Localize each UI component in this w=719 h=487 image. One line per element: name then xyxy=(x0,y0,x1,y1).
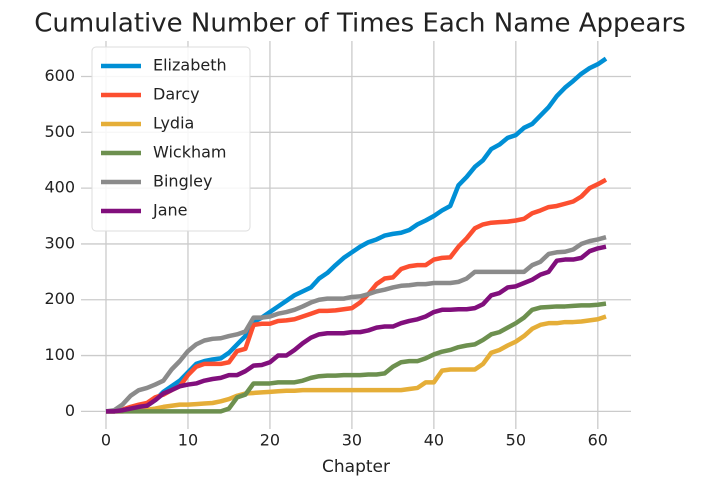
legend-label: Jane xyxy=(152,201,188,220)
series-line xyxy=(106,177,608,414)
y-tick-label: 200 xyxy=(44,289,75,308)
lines xyxy=(105,56,608,414)
x-tick-label: 60 xyxy=(588,431,608,450)
y-tick-label: 500 xyxy=(44,122,75,141)
legend-label: Bingley xyxy=(153,172,212,191)
y-tick-label: 0 xyxy=(65,401,75,420)
y-tick-label: 100 xyxy=(44,345,75,364)
x-axis-label: Chapter xyxy=(322,457,390,477)
y-tick-label: 400 xyxy=(44,178,75,197)
x-tick-label: 40 xyxy=(424,431,444,450)
x-tick-label: 20 xyxy=(260,431,280,450)
y-tick-label: 300 xyxy=(44,233,75,252)
y-tick-label: 600 xyxy=(44,66,75,85)
series-line xyxy=(106,314,607,414)
series-line xyxy=(106,244,607,414)
x-tick-label: 10 xyxy=(178,431,198,450)
legend-label: Lydia xyxy=(153,114,194,133)
chart-title: Cumulative Number of Times Each Name App… xyxy=(34,9,685,39)
x-tick-label: 0 xyxy=(101,431,111,450)
legend-label: Darcy xyxy=(153,85,200,104)
x-tick-label: 50 xyxy=(506,431,526,450)
series-line xyxy=(106,301,607,414)
legend: Elizabeth Darcy Lydia Wickham Bingley Jane xyxy=(91,46,251,232)
x-tick-label: 30 xyxy=(342,431,362,450)
legend-label: Wickham xyxy=(153,143,227,162)
series-line xyxy=(105,235,607,414)
legend-label: Elizabeth xyxy=(153,56,227,75)
